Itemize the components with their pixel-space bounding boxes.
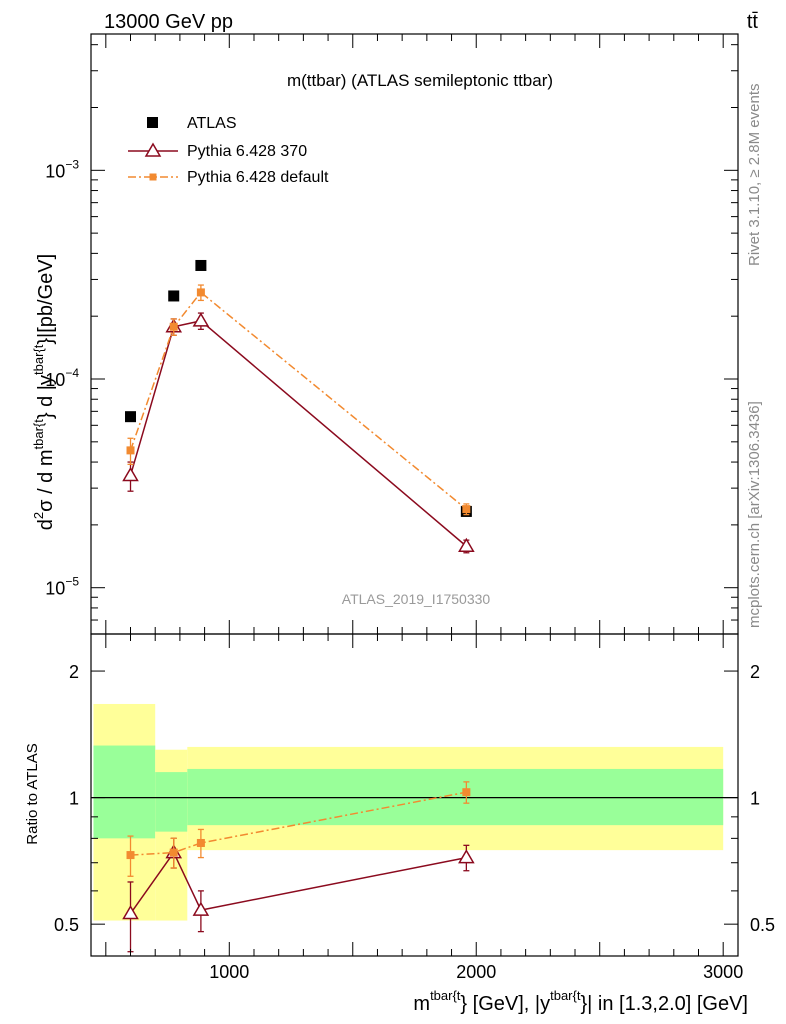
main-y-tick-label: 10−5 <box>45 575 79 599</box>
ratio-point-pythia-6-428-370 <box>122 905 139 920</box>
main-y-tick-label: 10−4 <box>45 366 79 390</box>
ratio-y-tick-label-right: 1 <box>750 789 760 809</box>
main-panel-marks <box>122 259 475 554</box>
ratio-y-tick-label-left: 2 <box>69 662 79 682</box>
ratio-line-pythia-6-428-default <box>130 791 467 856</box>
ratio-uncertainty-bands <box>91 703 738 921</box>
main-panel-axes: 10−5 10−4 10−3 <box>45 33 739 635</box>
main-point-atlas <box>168 290 180 302</box>
ratio-y-tick-label-right: 0.5 <box>750 915 775 935</box>
header-final-state-label: tt̄ <box>747 11 759 33</box>
header-process-label: 13000 GeV pp <box>104 11 233 33</box>
main-point-pythia-6-428-default <box>196 288 205 297</box>
ratio-point-pythia-6-428-default <box>196 838 205 847</box>
ratio-panel-marks <box>122 781 475 953</box>
legend-label-pythia-370: Pythia 6.428 370 <box>187 143 307 160</box>
ratio-y-tick-label-left: 0.5 <box>54 915 79 935</box>
legend-marker-pythia-370 <box>144 142 162 157</box>
main-line-pythia-6-428-370 <box>129 320 467 547</box>
ratio-line-pythia-6-428-370 <box>129 851 467 914</box>
main-point-pythia-6-428-370 <box>122 466 139 482</box>
x-tick-label: 2000 <box>456 962 496 982</box>
chart-title: m(ttbar) (ATLAS semileptonic ttbar) <box>287 71 553 90</box>
legend-marker-atlas <box>147 117 158 128</box>
ratio-frame <box>90 633 739 957</box>
ratio-point-pythia-6-428-370 <box>192 901 210 916</box>
x-tick-label: 1000 <box>209 962 249 982</box>
main-point-pythia-6-428-370 <box>458 537 475 552</box>
ratio-point-pythia-6-428-default <box>462 788 471 797</box>
x-tick-label: 3000 <box>703 962 743 982</box>
x-axis-label: mtbar{t} [GeV], |ytbar{t}| in [1.3,2.0] … <box>413 988 748 1015</box>
ratio-y-tick-label-left: 1 <box>69 789 79 809</box>
ratio-point-pythia-6-428-default <box>126 851 135 860</box>
ratio-point-pythia-6-428-370 <box>458 849 475 864</box>
legend-label-pythia-default: Pythia 6.428 default <box>187 169 329 186</box>
main-point-pythia-6-428-default <box>462 505 471 514</box>
main-point-atlas <box>125 411 137 423</box>
legend: ATLAS Pythia 6.428 370 Pythia 6.428 defa… <box>128 115 329 186</box>
ratio-point-pythia-6-428-default <box>169 848 178 857</box>
ratio-y-tick-label-right: 2 <box>750 662 760 682</box>
main-line-pythia-6-428-default <box>129 291 467 510</box>
analysis-watermark: ATLAS_2019_I1750330 <box>342 591 491 607</box>
mcplots-source-label: mcplots.cern.ch [arXiv:1306.3436] <box>746 401 763 628</box>
main-point-pythia-6-428-default <box>169 322 178 331</box>
legend-marker-pythia-default <box>149 173 157 181</box>
rivet-version-label: Rivet 3.1.10, ≥ 2.8M events <box>746 83 763 267</box>
legend-label-atlas: ATLAS <box>187 115 237 132</box>
ratio-y-axis-label: Ratio to ATLAS <box>24 743 41 844</box>
main-y-tick-label: 10−3 <box>45 157 79 181</box>
main-point-pythia-6-428-default <box>126 446 135 455</box>
ratio-panel-axes: 0.5 0.5 1 1 2 2 1000 2000 3000 <box>54 633 775 982</box>
ratio-band-inner <box>155 772 188 832</box>
ratio-band-inner <box>93 745 156 839</box>
main-point-atlas <box>195 259 207 271</box>
main-point-pythia-6-428-370 <box>192 312 210 327</box>
main-y-axis-label: d2σ / d mtbar{t} d |ytbar{t}|[pb/GeV] <box>31 254 57 530</box>
